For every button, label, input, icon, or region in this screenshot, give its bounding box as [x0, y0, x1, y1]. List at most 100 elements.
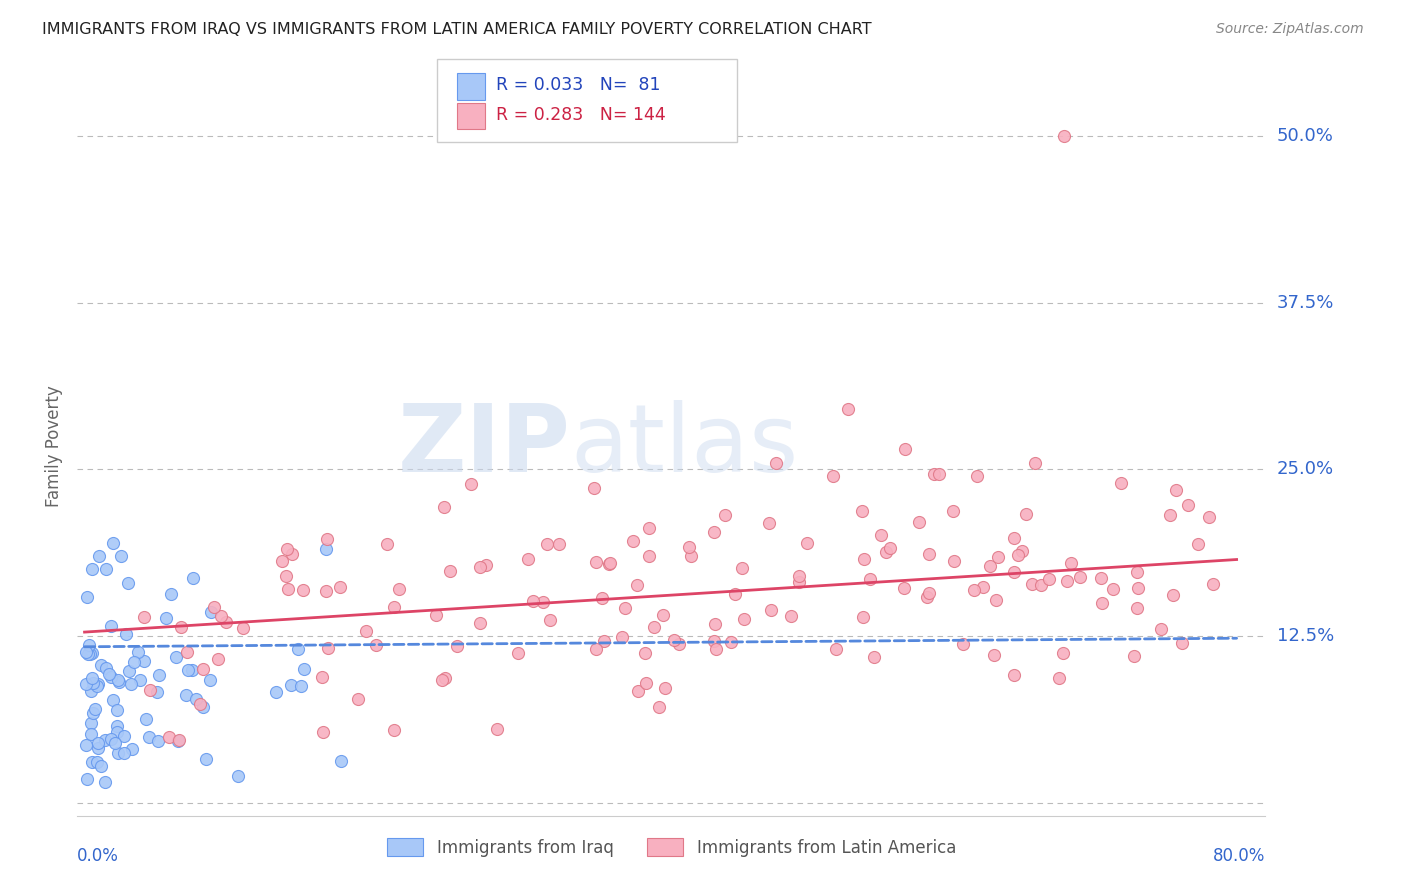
Point — [86, 755, 108, 769]
Point — [115, 627, 138, 641]
Point — [311, 670, 333, 684]
Text: 50.0%: 50.0% — [1277, 127, 1333, 145]
Point — [103, 535, 125, 549]
Point — [122, 656, 145, 670]
Point — [184, 692, 207, 706]
Point — [1029, 578, 1052, 592]
Point — [433, 671, 456, 685]
Point — [651, 607, 673, 622]
Point — [1166, 483, 1188, 497]
Point — [271, 554, 294, 568]
Point — [918, 585, 941, 599]
Point — [1060, 556, 1083, 570]
Point — [893, 582, 915, 596]
Point — [984, 593, 1007, 607]
Point — [875, 545, 897, 559]
Point — [731, 561, 754, 575]
Point — [174, 688, 197, 702]
Point — [1126, 581, 1149, 595]
Point — [292, 582, 315, 597]
Point — [432, 673, 454, 687]
Point — [80, 755, 103, 769]
Text: 0.0%: 0.0% — [77, 847, 120, 864]
Point — [915, 590, 938, 604]
Point — [654, 681, 676, 695]
Point — [598, 557, 620, 571]
Point — [100, 670, 122, 684]
Point — [100, 619, 122, 633]
Point — [852, 610, 875, 624]
Point — [439, 565, 461, 579]
Text: R = 0.283   N= 144: R = 0.283 N= 144 — [496, 105, 666, 124]
Point — [536, 537, 558, 551]
Point — [626, 577, 648, 591]
Point — [84, 702, 107, 716]
Point — [132, 610, 155, 624]
Point — [648, 700, 671, 714]
Point — [531, 595, 554, 609]
Point — [789, 574, 811, 589]
Point — [678, 540, 700, 554]
Point — [207, 652, 229, 666]
Point — [779, 609, 801, 624]
Point — [637, 521, 659, 535]
Text: 80.0%: 80.0% — [1213, 847, 1265, 864]
Point — [979, 559, 1001, 574]
Point — [633, 646, 655, 660]
Point — [643, 620, 665, 634]
Point — [679, 549, 702, 563]
Point — [703, 524, 725, 539]
Point — [852, 552, 875, 566]
Point — [522, 594, 544, 608]
Point — [1090, 571, 1112, 585]
Point — [290, 679, 312, 693]
Point — [105, 719, 128, 733]
Point — [724, 587, 747, 601]
Point — [433, 500, 456, 514]
Point — [202, 599, 225, 614]
Point — [377, 537, 399, 551]
Text: atlas: atlas — [571, 400, 799, 492]
Point — [139, 683, 162, 698]
Point — [1021, 577, 1043, 591]
Point — [468, 615, 491, 630]
Point — [101, 693, 124, 707]
Point — [1053, 128, 1076, 143]
Point — [460, 476, 482, 491]
Point — [80, 727, 103, 741]
Point — [77, 647, 100, 661]
Point — [329, 581, 352, 595]
Point — [621, 534, 644, 549]
Point — [312, 724, 335, 739]
Point — [1187, 537, 1209, 551]
Point — [316, 533, 339, 547]
Point — [983, 648, 1005, 663]
Point — [160, 587, 183, 601]
Point — [232, 621, 254, 635]
Point — [364, 638, 387, 652]
Point — [614, 601, 637, 615]
Point — [894, 442, 917, 457]
Point — [668, 637, 690, 651]
Text: 25.0%: 25.0% — [1277, 460, 1334, 478]
Point — [94, 774, 117, 789]
Point — [1177, 498, 1199, 512]
Point — [1011, 544, 1033, 558]
Point — [859, 572, 882, 586]
Point — [863, 650, 886, 665]
Point — [823, 469, 845, 483]
Point — [1111, 475, 1133, 490]
Point — [170, 620, 193, 634]
Point — [1126, 601, 1149, 615]
Point — [703, 634, 725, 648]
Point — [214, 615, 236, 629]
Point — [76, 590, 98, 604]
Point — [1047, 672, 1070, 686]
Point — [315, 583, 337, 598]
Point — [121, 741, 143, 756]
Point — [470, 560, 492, 574]
Point — [82, 706, 104, 721]
Point — [446, 639, 468, 653]
Point — [167, 733, 190, 747]
Point — [287, 641, 309, 656]
